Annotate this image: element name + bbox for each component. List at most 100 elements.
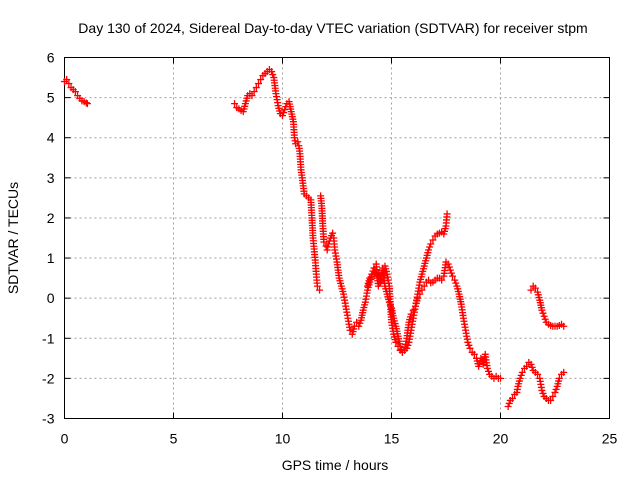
data-point: [516, 374, 524, 382]
chart-title: Day 130 of 2024, Sidereal Day-to-day VTE…: [78, 20, 587, 36]
data-point: [294, 138, 302, 146]
grid-lines: [64, 57, 610, 419]
y-tick-label: -1: [42, 330, 55, 346]
data-point: [257, 76, 265, 84]
data-point: [316, 286, 324, 294]
data-point: [528, 363, 536, 371]
data-point: [477, 354, 485, 362]
plot-frame: [64, 57, 610, 419]
y-tick-label: 4: [47, 130, 55, 146]
data-point: [527, 360, 535, 368]
data-point: [250, 88, 258, 96]
data-point: [464, 338, 472, 346]
data-point: [313, 282, 321, 290]
data-point: [82, 99, 90, 107]
data-point: [517, 371, 525, 379]
data-point: [324, 240, 332, 248]
y-tick-label: -2: [42, 370, 55, 386]
data-point: [320, 238, 328, 246]
data-point: [353, 318, 361, 326]
data-point: [504, 402, 512, 410]
data-point: [370, 272, 378, 280]
data-point: [269, 71, 277, 79]
data-point: [483, 364, 491, 372]
y-tick-label: 3: [47, 170, 55, 186]
x-tick-label: 15: [384, 431, 400, 447]
data-point: [508, 394, 516, 402]
data-point: [329, 229, 337, 237]
y-axis-label: SDTVAR / TECUs: [5, 182, 21, 294]
data-point: [255, 80, 263, 88]
data-point: [407, 310, 415, 318]
data-point: [539, 309, 547, 317]
data-point: [560, 322, 568, 330]
data-point: [414, 294, 422, 302]
data-point: [447, 269, 455, 277]
y-tick-label: -3: [42, 411, 55, 427]
data-point: [449, 272, 457, 280]
data-point: [541, 315, 549, 323]
data-point: [552, 385, 560, 393]
x-tick-label: 20: [493, 431, 509, 447]
y-tick-label: 2: [47, 210, 55, 226]
data-point: [371, 269, 379, 277]
data-point: [446, 266, 454, 274]
data-point: [538, 306, 546, 314]
data-point: [497, 374, 504, 382]
data-point: [63, 76, 71, 84]
data-point: [451, 276, 459, 284]
data-point: [540, 312, 548, 320]
data-point: [465, 341, 473, 349]
data-point: [527, 286, 535, 294]
x-axis-label: GPS time / hours: [282, 457, 389, 473]
data-point: [531, 284, 539, 292]
data-point: [356, 319, 364, 327]
data-point: [71, 88, 79, 96]
data-points: [61, 66, 568, 410]
axis-ticks: [64, 57, 610, 419]
data-point: [280, 109, 288, 117]
data-point: [252, 84, 260, 92]
data-point: [416, 290, 424, 298]
y-tick-label: 1: [47, 250, 55, 266]
data-point: [466, 344, 474, 352]
data-point: [409, 306, 417, 314]
data-point: [268, 68, 276, 76]
data-point: [425, 246, 433, 254]
data-point: [418, 286, 426, 294]
data-point: [366, 274, 374, 282]
x-tick-label: 10: [275, 431, 291, 447]
data-point: [555, 374, 563, 382]
data-point: [538, 386, 546, 394]
data-point: [547, 396, 555, 404]
x-tick-label: 0: [61, 431, 69, 447]
data-point: [523, 362, 531, 370]
data-point: [551, 388, 559, 396]
data-point: [372, 266, 380, 274]
data-point: [394, 342, 402, 350]
data-point: [438, 276, 446, 284]
data-point: [534, 370, 542, 378]
data-point: [443, 210, 451, 218]
x-axis-tick-labels: 0 5 10 15 20 25: [61, 431, 618, 447]
data-point: [279, 112, 286, 120]
y-tick-label: 6: [47, 50, 55, 66]
data-point: [248, 92, 256, 100]
y-tick-label: 5: [47, 90, 55, 106]
data-point: [281, 106, 289, 114]
data-point: [549, 392, 557, 400]
x-tick-label: 5: [170, 431, 178, 447]
data-point: [452, 279, 460, 287]
y-tick-label: 0: [47, 290, 55, 306]
data-point: [397, 345, 405, 353]
data-point: [485, 367, 493, 375]
data-point: [420, 282, 428, 290]
y-axis-tick-labels: -3 -2 -1 0 1 2 3 4 5 6: [42, 50, 55, 427]
x-tick-label: 25: [602, 431, 618, 447]
data-point: [427, 240, 435, 248]
data-point: [65, 80, 73, 88]
data-point: [539, 389, 547, 397]
data-point: [429, 236, 437, 244]
data-point: [392, 338, 400, 346]
